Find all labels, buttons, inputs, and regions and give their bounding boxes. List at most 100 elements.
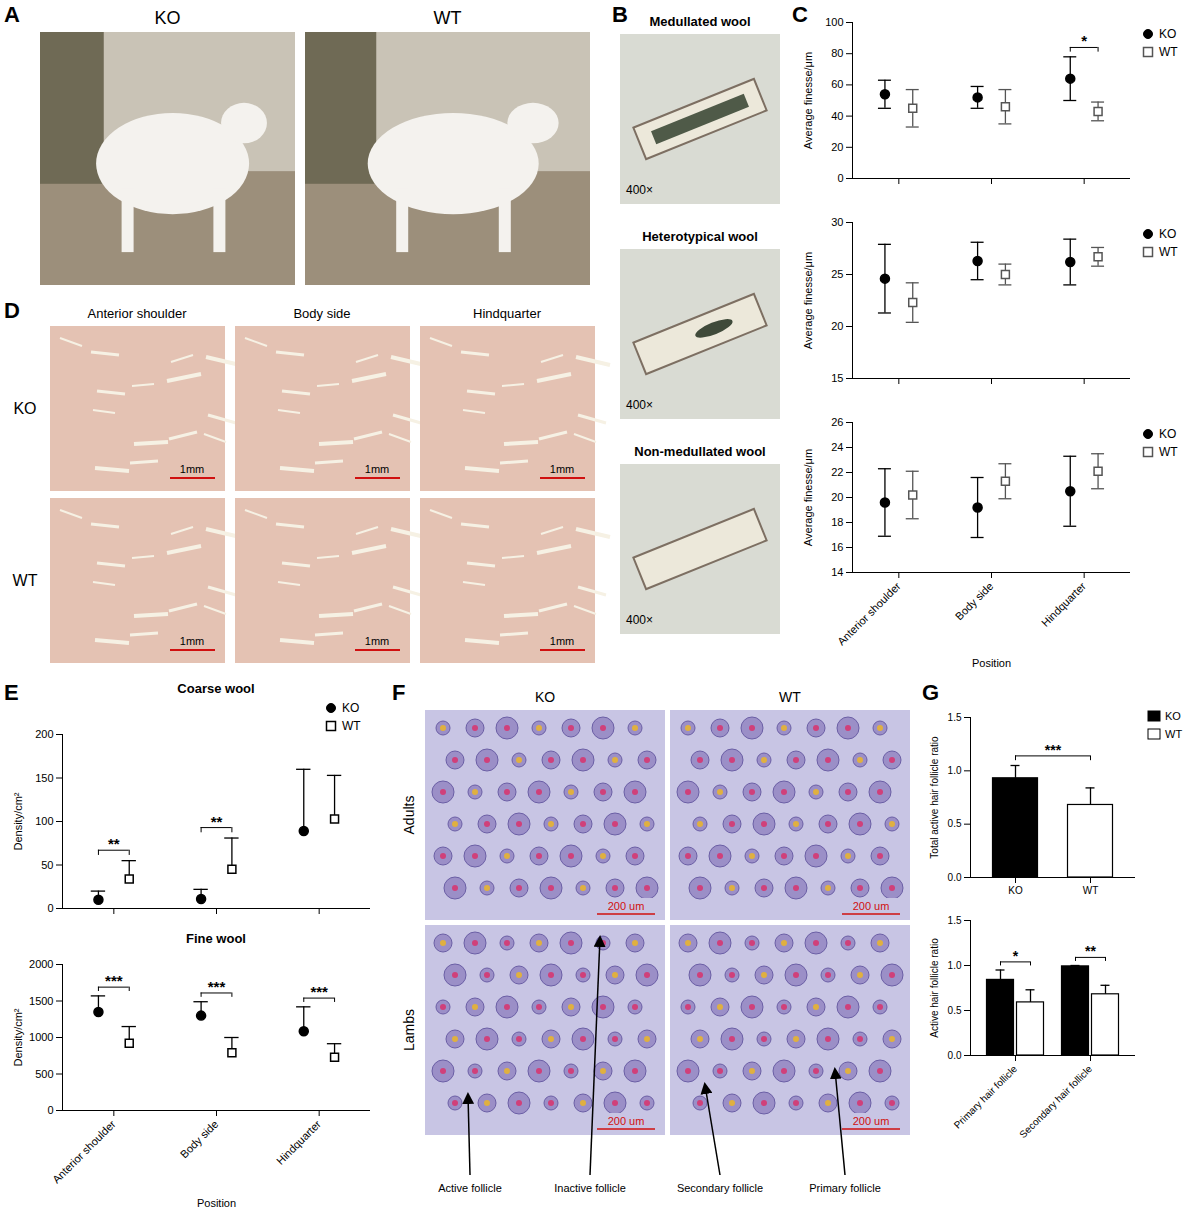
svg-text:Hindquarter: Hindquarter [274, 1118, 323, 1167]
svg-text:KO: KO [342, 701, 359, 715]
svg-text:1.5: 1.5 [948, 712, 962, 723]
svg-text:KO: KO [1159, 427, 1176, 441]
svg-text:B: B [612, 2, 628, 27]
svg-text:Average finesse/μm: Average finesse/μm [802, 252, 814, 349]
svg-text:Anterior shoulder: Anterior shoulder [835, 580, 903, 648]
svg-text:1mm: 1mm [550, 463, 574, 475]
svg-text:1500: 1500 [29, 995, 53, 1007]
svg-text:KO: KO [1165, 710, 1181, 722]
svg-text:Secondary hair follicle: Secondary hair follicle [1017, 1063, 1094, 1140]
svg-text:Lambs: Lambs [401, 1009, 417, 1051]
svg-text:200 um: 200 um [608, 1115, 645, 1127]
svg-text:Primary hair follicle: Primary hair follicle [952, 1063, 1020, 1131]
svg-text:1.0: 1.0 [948, 765, 962, 776]
svg-text:KO: KO [1159, 27, 1176, 41]
svg-text:22: 22 [831, 466, 843, 478]
svg-text:Active hair follicle ratio: Active hair follicle ratio [929, 938, 940, 1038]
svg-text:Primary follicle: Primary follicle [809, 1182, 881, 1194]
svg-text:Anterior shoulder: Anterior shoulder [50, 1118, 118, 1186]
svg-text:D: D [4, 298, 20, 323]
svg-text:0.5: 0.5 [948, 1005, 962, 1016]
svg-text:200 um: 200 um [853, 900, 890, 912]
svg-text:Hindquarter: Hindquarter [473, 306, 542, 321]
svg-text:E: E [4, 680, 19, 705]
svg-text:2000: 2000 [29, 958, 53, 970]
svg-text:Medullated wool: Medullated wool [649, 14, 750, 29]
svg-text:40: 40 [831, 110, 843, 122]
svg-text:KO: KO [154, 8, 180, 28]
svg-text:WT: WT [779, 689, 801, 705]
svg-text:0.0: 0.0 [948, 872, 962, 883]
svg-text:*: * [1081, 32, 1087, 49]
svg-text:0.0: 0.0 [948, 1050, 962, 1061]
svg-text:WT: WT [1159, 245, 1178, 259]
svg-text:C: C [792, 2, 808, 27]
svg-text:Total active hair follicle rat: Total active hair follicle ratio [929, 736, 940, 859]
svg-text:18: 18 [831, 516, 843, 528]
svg-text:400×: 400× [626, 613, 653, 627]
svg-text:50: 50 [41, 859, 53, 871]
svg-text:1.5: 1.5 [948, 915, 962, 926]
svg-text:0: 0 [47, 1104, 53, 1116]
svg-text:100: 100 [35, 815, 53, 827]
svg-text:WT: WT [342, 719, 361, 733]
svg-text:0: 0 [837, 172, 843, 184]
svg-text:20: 20 [831, 320, 843, 332]
svg-text:500: 500 [35, 1068, 53, 1080]
svg-text:20: 20 [831, 491, 843, 503]
svg-text:Heterotypical wool: Heterotypical wool [642, 229, 758, 244]
svg-text:**: ** [1085, 943, 1096, 959]
svg-text:KO: KO [535, 689, 555, 705]
svg-text:WT: WT [434, 8, 462, 28]
svg-text:1mm: 1mm [180, 635, 204, 647]
svg-text:WT: WT [1159, 45, 1178, 59]
svg-text:Density/cm²: Density/cm² [12, 1008, 24, 1066]
svg-text:14: 14 [831, 566, 843, 578]
svg-text:Average finesse/μm: Average finesse/μm [802, 52, 814, 149]
svg-text:1mm: 1mm [365, 635, 389, 647]
svg-text:20: 20 [831, 141, 843, 153]
svg-text:16: 16 [831, 541, 843, 553]
svg-text:0: 0 [47, 902, 53, 914]
svg-text:Position: Position [197, 1197, 236, 1209]
svg-text:400×: 400× [626, 183, 653, 197]
svg-text:Secondary follicle: Secondary follicle [677, 1182, 763, 1194]
svg-text:KO: KO [13, 400, 36, 417]
svg-text:KO: KO [1008, 885, 1023, 896]
svg-text:25: 25 [831, 268, 843, 280]
svg-text:Hindquarter: Hindquarter [1039, 580, 1088, 629]
svg-text:**: ** [108, 835, 120, 852]
svg-text:KO: KO [1159, 227, 1176, 241]
svg-text:*: * [1013, 948, 1019, 964]
svg-text:***: *** [1045, 742, 1062, 758]
svg-text:1mm: 1mm [180, 463, 204, 475]
svg-text:WT: WT [13, 572, 38, 589]
svg-text:WT: WT [1159, 445, 1178, 459]
svg-text:Non-medullated wool: Non-medullated wool [634, 444, 765, 459]
svg-text:60: 60 [831, 78, 843, 90]
svg-text:1mm: 1mm [550, 635, 574, 647]
svg-text:26: 26 [831, 416, 843, 428]
svg-text:Density/cm²: Density/cm² [12, 792, 24, 850]
svg-text:1mm: 1mm [365, 463, 389, 475]
svg-text:Body side: Body side [178, 1118, 221, 1161]
svg-text:400×: 400× [626, 398, 653, 412]
svg-text:Anterior shoulder: Anterior shoulder [88, 306, 188, 321]
svg-text:Average finesse/μm: Average finesse/μm [802, 449, 814, 546]
svg-text:1000: 1000 [29, 1031, 53, 1043]
svg-text:F: F [392, 680, 405, 705]
svg-text:A: A [4, 2, 20, 27]
svg-text:1.0: 1.0 [948, 960, 962, 971]
svg-text:WT: WT [1165, 728, 1182, 740]
svg-text:WT: WT [1083, 885, 1099, 896]
svg-text:Adults: Adults [401, 796, 417, 835]
svg-text:100: 100 [825, 16, 843, 28]
svg-text:Inactive follicle: Inactive follicle [554, 1182, 626, 1194]
svg-text:200 um: 200 um [608, 900, 645, 912]
svg-text:0.5: 0.5 [948, 818, 962, 829]
svg-text:***: *** [208, 978, 226, 995]
svg-text:**: ** [211, 813, 223, 830]
svg-text:200 um: 200 um [853, 1115, 890, 1127]
svg-text:24: 24 [831, 441, 843, 453]
svg-text:G: G [922, 680, 939, 705]
